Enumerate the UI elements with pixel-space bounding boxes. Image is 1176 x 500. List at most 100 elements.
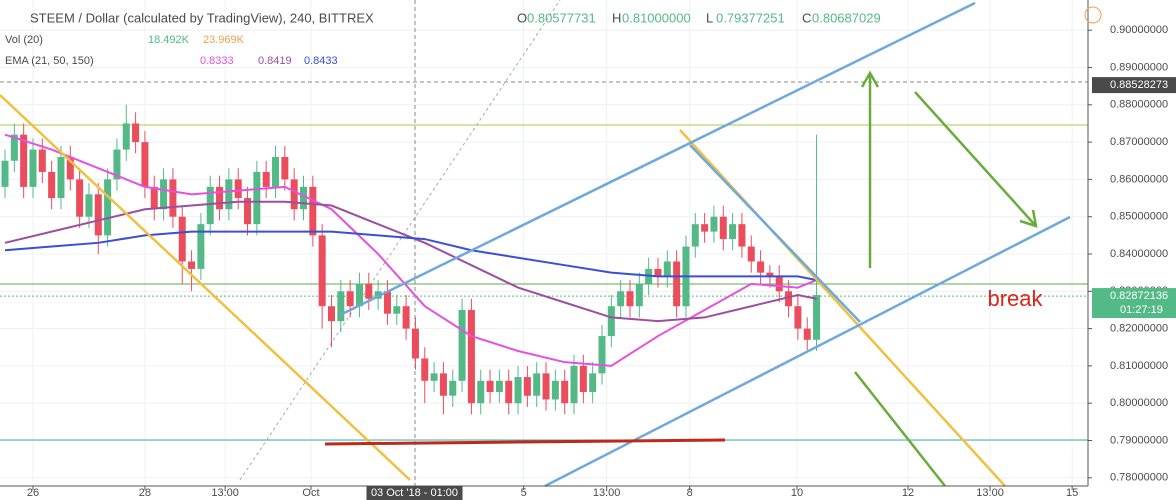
candle-body bbox=[430, 373, 438, 381]
y-tick-label: 0.84000000 bbox=[1110, 248, 1168, 260]
candle-body bbox=[365, 283, 373, 299]
candle-body bbox=[38, 149, 46, 172]
marks bbox=[1, 104, 821, 415]
ohlc-key: H bbox=[612, 10, 621, 25]
drawings bbox=[0, 1, 1071, 488]
crosshair-price-label: 0.88528273 bbox=[1110, 79, 1168, 91]
candle-body bbox=[617, 291, 625, 307]
y-tick-label: 0.88000000 bbox=[1110, 99, 1168, 111]
candle-body bbox=[244, 198, 252, 225]
candle-body bbox=[393, 306, 401, 314]
ohlc-value: 0.80577731 bbox=[527, 10, 596, 25]
last-price-box bbox=[1092, 288, 1176, 319]
candle-body bbox=[94, 194, 102, 236]
candle-body bbox=[76, 179, 84, 217]
candle-body bbox=[710, 216, 718, 232]
crosshair-x-box bbox=[366, 486, 463, 500]
candle-body bbox=[495, 380, 503, 393]
candle-body bbox=[104, 179, 112, 236]
candle-body bbox=[337, 291, 345, 322]
candle-body bbox=[197, 224, 205, 269]
ema-value: 0.8333 bbox=[200, 55, 234, 67]
y-tick-label: 0.79000000 bbox=[1110, 434, 1168, 446]
candle-body bbox=[794, 306, 802, 329]
candle-body bbox=[57, 157, 65, 199]
y-tick-label: 0.86000000 bbox=[1110, 173, 1168, 185]
candle-body bbox=[542, 373, 550, 400]
candle-body bbox=[411, 328, 419, 359]
candle-body bbox=[132, 123, 140, 143]
candle-body bbox=[20, 134, 28, 187]
candle-body bbox=[66, 157, 74, 180]
y-tick-label: 0.81000000 bbox=[1110, 360, 1168, 372]
ema-line bbox=[4, 200, 817, 323]
candle-body bbox=[551, 380, 559, 400]
candle-body bbox=[113, 149, 121, 180]
ohlc-key: O bbox=[517, 10, 527, 25]
arrow-head bbox=[860, 70, 880, 88]
x-tick-label: 28 bbox=[139, 487, 151, 499]
candle-body bbox=[701, 224, 709, 232]
countdown: 01:27:19 bbox=[1120, 304, 1163, 316]
candle-body bbox=[281, 157, 289, 180]
candle-body bbox=[29, 149, 37, 187]
candle-body bbox=[402, 306, 410, 329]
candle-body bbox=[458, 309, 466, 381]
candle-body bbox=[579, 365, 587, 393]
candle-body bbox=[589, 373, 597, 393]
candle-body bbox=[533, 373, 541, 396]
ema-line bbox=[4, 230, 817, 282]
ohlc-value: 0.81000000 bbox=[622, 10, 691, 25]
x-tick-label: 26 bbox=[27, 487, 39, 499]
ohlc-value: 0.79377251 bbox=[716, 10, 785, 25]
candle-body bbox=[225, 179, 233, 210]
arrow bbox=[914, 91, 1036, 226]
candle-body bbox=[141, 142, 149, 187]
ema-value: 0.8433 bbox=[304, 55, 338, 67]
x-tick-label: 13:00 bbox=[593, 487, 621, 499]
candle-body bbox=[188, 261, 196, 269]
y-tick-label: 0.82000000 bbox=[1110, 323, 1168, 335]
candle-body bbox=[598, 336, 606, 374]
candle-body bbox=[300, 186, 308, 210]
candle-body bbox=[467, 309, 475, 404]
x-tick-label: 13:00 bbox=[976, 487, 1004, 499]
ohlc-key: C bbox=[802, 10, 811, 25]
x-tick-label: 15 bbox=[1066, 487, 1078, 499]
candle-body bbox=[262, 171, 270, 187]
arrow bbox=[854, 371, 946, 487]
candle-body bbox=[570, 365, 578, 404]
candle-body bbox=[691, 224, 699, 247]
candle-body bbox=[309, 186, 317, 236]
candle-body bbox=[738, 224, 746, 247]
ohlc-key: L bbox=[706, 10, 713, 25]
candle-body bbox=[785, 291, 793, 307]
candle-body bbox=[719, 216, 727, 240]
candle-body bbox=[290, 179, 298, 210]
x-tick-label: Oct bbox=[302, 487, 319, 499]
candle-body bbox=[150, 186, 158, 210]
candle-body bbox=[355, 283, 363, 307]
trend-line bbox=[0, 94, 411, 481]
arrow-head bbox=[1019, 209, 1038, 228]
x-tick-label: 5 bbox=[521, 487, 527, 499]
last-price-label: 0.82872136 bbox=[1110, 290, 1168, 302]
candle-body bbox=[160, 179, 168, 210]
trend-line bbox=[339, 1, 976, 317]
ema-label: EMA (21, 50, 150) bbox=[5, 55, 94, 67]
candle-body bbox=[48, 171, 56, 199]
dashed-trend bbox=[239, 0, 561, 481]
candle-body bbox=[439, 373, 447, 396]
candle-body bbox=[85, 194, 93, 217]
candle-body bbox=[766, 272, 774, 277]
crosshair-x-label: 03 Oct '18 - 01:00 bbox=[371, 487, 458, 499]
volume-value: 23.969K bbox=[203, 34, 245, 46]
candle-body bbox=[206, 186, 214, 225]
candle-body bbox=[505, 380, 513, 404]
alert-icon[interactable] bbox=[1084, 6, 1102, 24]
candle-body bbox=[607, 306, 615, 337]
candle-body bbox=[729, 224, 737, 240]
candle-body bbox=[757, 261, 765, 273]
candle-body bbox=[272, 157, 280, 187]
